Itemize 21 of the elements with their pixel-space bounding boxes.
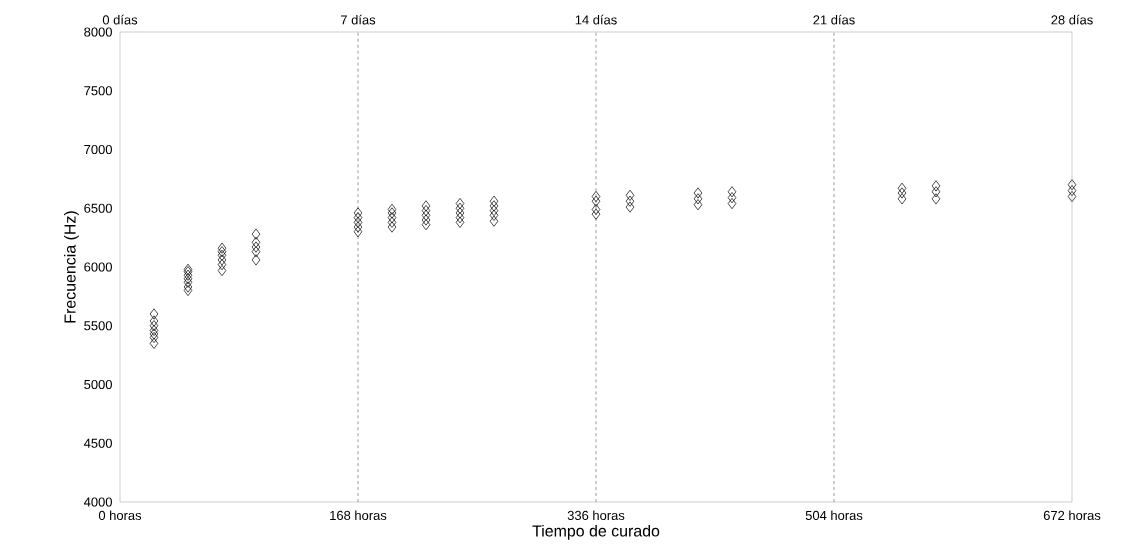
x-tick-label: 336 horas xyxy=(567,510,625,521)
x-tick-label: 0 horas xyxy=(98,510,142,521)
y-tick-label: 6500 xyxy=(84,203,112,213)
y-tick-label: 5500 xyxy=(84,321,112,331)
y-tick-label: 7500 xyxy=(84,86,112,96)
x-tick-label: 168 horas xyxy=(330,510,387,521)
y-tick-label: 7000 xyxy=(84,144,112,155)
x-tick-label: 672 horas xyxy=(1043,510,1101,521)
x2-tick-label: 21 días xyxy=(813,14,855,25)
y-tick-label: 4000 xyxy=(83,497,112,507)
x2-tick-label: 28 días xyxy=(1051,14,1093,25)
x2-tick-label: 0 días xyxy=(102,14,138,25)
y-axis-title: Frecuencia (Hz) xyxy=(63,211,79,323)
x2-tick-label: 7 días xyxy=(341,14,376,25)
x-tick-label: 504 horas xyxy=(805,510,863,521)
y-tick-label: 4500 xyxy=(83,438,112,448)
y-tick-label: 5000 xyxy=(84,379,112,390)
y-tick-label: 6000 xyxy=(84,262,112,272)
y-tick-label: 8000 xyxy=(84,27,112,37)
x-axis-title: Tiempo de curado xyxy=(532,524,660,540)
x2-tick-label: 14 días xyxy=(575,14,617,25)
